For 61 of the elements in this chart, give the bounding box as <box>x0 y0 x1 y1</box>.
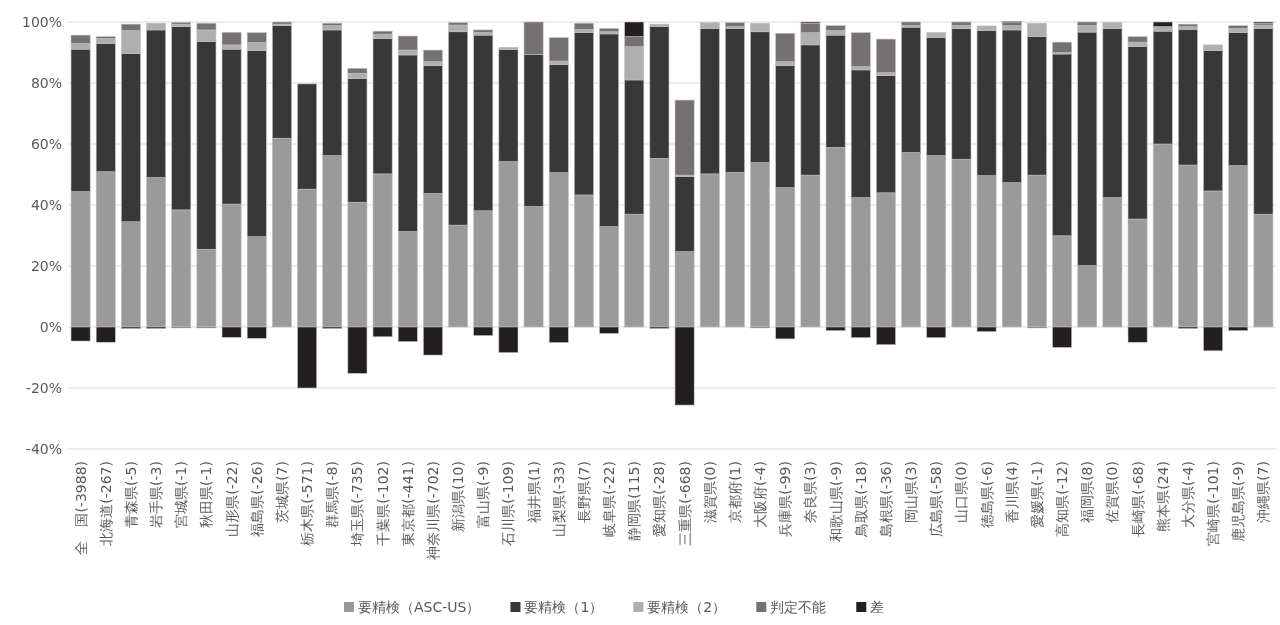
y-tick-label: -20% <box>25 380 62 396</box>
x-tick-label: 神奈川県(-702) <box>424 461 441 560</box>
x-tick-label: 鳥取県(-18) <box>852 461 869 538</box>
x-tick-label: 大分県(-4) <box>1179 461 1196 528</box>
x-tick-label: 愛媛県(-1) <box>1028 461 1045 528</box>
x-tick-label: 山形県(-22) <box>223 461 240 537</box>
x-tick-label: 香川県(4) <box>1003 461 1020 523</box>
legend-label: 要精検（1） <box>524 599 604 615</box>
x-tick-label: 石川県(-109) <box>500 461 517 546</box>
x-tick-label: 長崎県(-68) <box>1129 461 1146 537</box>
x-tick-label: 福岡県(8) <box>1079 461 1096 523</box>
x-tick-label: 群馬県(-8) <box>324 461 341 528</box>
y-tick-label: 0% <box>39 319 62 335</box>
x-tick-label: 茨城県(7) <box>273 461 290 523</box>
x-tick-label: 佐賀県(0) <box>1104 461 1121 523</box>
x-tick-label: 滋賀県(0) <box>701 461 718 523</box>
x-tick-label: 山梨県(-33) <box>550 461 567 537</box>
x-tick-label: 宮崎県(-101) <box>1205 461 1222 546</box>
legend-label: 要精検（2） <box>647 599 727 615</box>
x-tick-label: 新潟県(10) <box>450 461 467 532</box>
x-tick-label: 長野県(7) <box>575 461 592 523</box>
x-tick-label: 三重県(-668) <box>676 461 693 546</box>
x-tick-label: 岐阜県(-22) <box>601 461 618 537</box>
x-tick-label: 福島県(-26) <box>248 461 265 537</box>
x-tick-label: 徳島県(-6) <box>978 461 995 528</box>
x-tick-label: 山口県(0) <box>953 461 970 523</box>
y-tick-label: 20% <box>30 258 62 274</box>
x-tick-label: 沖縄県(7) <box>1255 461 1272 523</box>
y-tick-label: 80% <box>30 75 62 91</box>
x-tick-label: 熊本県(24) <box>1154 461 1171 532</box>
x-tick-label: 奈良県(3) <box>802 461 819 523</box>
x-tick-label: 高知県(-12) <box>1054 461 1071 537</box>
legend-label: 要精検（ASC-US） <box>358 599 481 615</box>
x-tick-label: 秋田県(-1) <box>198 461 215 528</box>
x-tick-label: 愛知県(-28) <box>651 461 668 537</box>
x-tick-label: 静岡県(115) <box>626 461 643 541</box>
x-tick-label: 岡山県(3) <box>903 461 920 523</box>
legend-label: 判定不能 <box>770 599 827 615</box>
y-tick-label: -40% <box>25 441 62 457</box>
x-tick-label: 福井県(1) <box>525 461 542 523</box>
y-tick-label: 60% <box>30 136 62 152</box>
x-tick-label: 千葉県(-102) <box>374 461 391 546</box>
y-tick-label: 100% <box>21 14 62 30</box>
x-tick-label: 京都府(1) <box>726 461 743 523</box>
x-tick-label: 鹿児島県(-9) <box>1230 461 1247 542</box>
y-tick-label: 40% <box>30 197 62 213</box>
x-tick-label: 東京都(-441) <box>399 461 416 546</box>
x-tick-label: 富山県(-9) <box>475 461 492 528</box>
x-tick-label: 岩手県(-3) <box>148 461 165 528</box>
x-tick-label: 和歌山県(-9) <box>827 461 844 542</box>
x-tick-label: 埼玉県(-735) <box>349 461 366 547</box>
x-tick-label: 兵庫県(-99) <box>777 461 794 537</box>
x-tick-label: 栃木県(-571) <box>299 461 316 546</box>
x-tick-label: 宮城県(-1) <box>173 461 190 528</box>
x-tick-label: 広島県(-58) <box>928 461 945 537</box>
x-tick-label: 全 国(-3988) <box>72 461 89 555</box>
legend-label: 差 <box>870 599 885 615</box>
x-tick-label: 大阪府(-4) <box>752 461 769 528</box>
x-tick-label: 青森県(-5) <box>122 461 139 528</box>
x-tick-label: 北海道(-267) <box>97 461 114 546</box>
x-tick-label: 島根県(-36) <box>877 461 894 537</box>
